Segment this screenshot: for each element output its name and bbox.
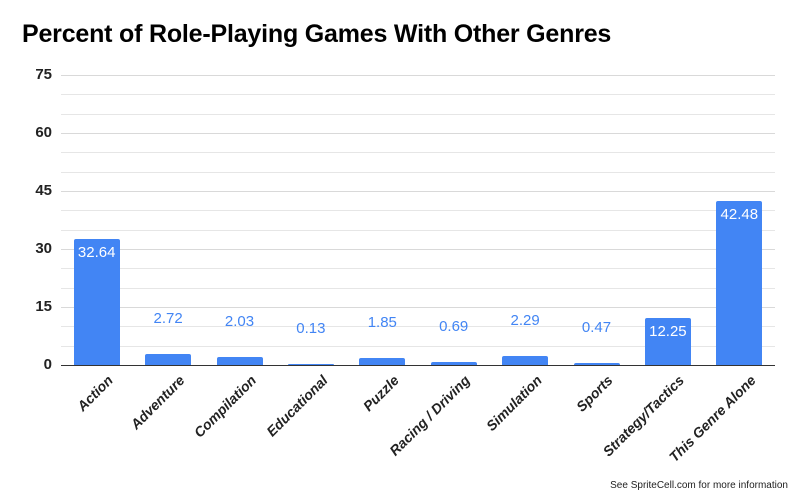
value-label: 0.69 — [439, 318, 469, 336]
minor-gridline — [61, 210, 775, 211]
bar-educational[interactable] — [287, 364, 334, 365]
x-tick-label: Simulation — [482, 372, 545, 434]
value-label: 32.64 — [77, 243, 116, 261]
value-label: 2.29 — [510, 312, 540, 330]
source-note: See SpriteCell.com for more information — [610, 480, 788, 491]
minor-gridline — [61, 230, 775, 231]
x-tick-label: Educational — [262, 372, 331, 440]
bar-compilation[interactable] — [216, 357, 263, 365]
minor-gridline — [61, 114, 775, 115]
minor-gridline — [61, 346, 775, 347]
value-label: 0.47 — [581, 319, 612, 337]
bar-action[interactable] — [73, 238, 120, 365]
minor-gridline — [61, 268, 775, 269]
minor-gridline — [61, 288, 775, 289]
major-gridline — [61, 307, 775, 308]
bar-strategy-tactics[interactable] — [644, 317, 691, 365]
x-tick-label: Action — [73, 372, 117, 415]
major-gridline — [61, 75, 775, 76]
y-tick-label: 30 — [35, 240, 52, 257]
y-tick-label: 75 — [35, 66, 52, 83]
x-axis-line — [61, 365, 775, 366]
chart-title: Percent of Role-Playing Games With Other… — [22, 20, 612, 48]
x-tick-label: Compilation — [190, 372, 259, 441]
y-tick-label: 60 — [35, 124, 52, 141]
minor-gridline — [61, 152, 775, 153]
value-label: 2.03 — [224, 313, 255, 331]
major-gridline — [61, 133, 775, 134]
bar-simulation[interactable] — [502, 356, 549, 365]
bar-puzzle[interactable] — [359, 357, 406, 365]
bar-sports[interactable] — [573, 363, 620, 365]
x-tick-label: Adventure — [127, 372, 188, 433]
value-label: 2.72 — [153, 310, 183, 328]
x-tick-label: Sports — [573, 372, 616, 415]
y-tick-label: 15 — [35, 298, 52, 315]
major-gridline — [61, 249, 775, 250]
value-label: 0.13 — [296, 320, 326, 338]
bar-adventure[interactable] — [145, 354, 192, 365]
x-tick-label: Puzzle — [359, 372, 402, 415]
bar-racing-driving[interactable] — [430, 362, 477, 365]
y-tick-label: 0 — [43, 356, 52, 373]
value-label: 12.25 — [649, 322, 687, 340]
minor-gridline — [61, 172, 775, 173]
value-label: 42.48 — [720, 205, 759, 223]
major-gridline — [61, 191, 775, 192]
minor-gridline — [61, 326, 775, 327]
value-label: 1.85 — [367, 313, 397, 331]
y-tick-label: 45 — [35, 182, 52, 199]
minor-gridline — [61, 94, 775, 95]
bar-this-genre-alone[interactable] — [716, 200, 763, 365]
